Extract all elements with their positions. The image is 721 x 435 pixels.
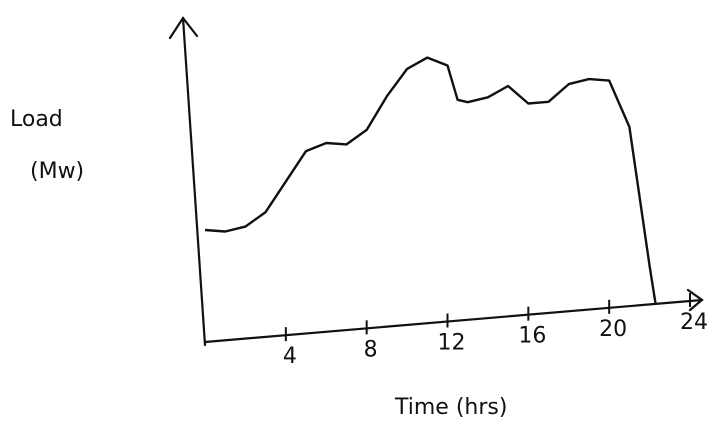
x-tick-label: 20	[599, 317, 627, 342]
y-axis-label: Load	[10, 107, 63, 132]
y-axis	[170, 18, 205, 345]
x-tick-label: 24	[680, 310, 708, 335]
x-tick-label: 8	[364, 337, 378, 362]
x-tick-label: 16	[518, 324, 546, 349]
load-curve	[205, 58, 656, 304]
x-tick-label: 12	[438, 331, 466, 356]
y-axis-label: (Mw)	[30, 159, 84, 184]
chart: Load (Mw) Time (hrs) 4 8 12 16 20 24	[0, 0, 721, 435]
x-tick-label: 4	[283, 344, 297, 369]
x-axis-label: Time (hrs)	[394, 395, 507, 420]
